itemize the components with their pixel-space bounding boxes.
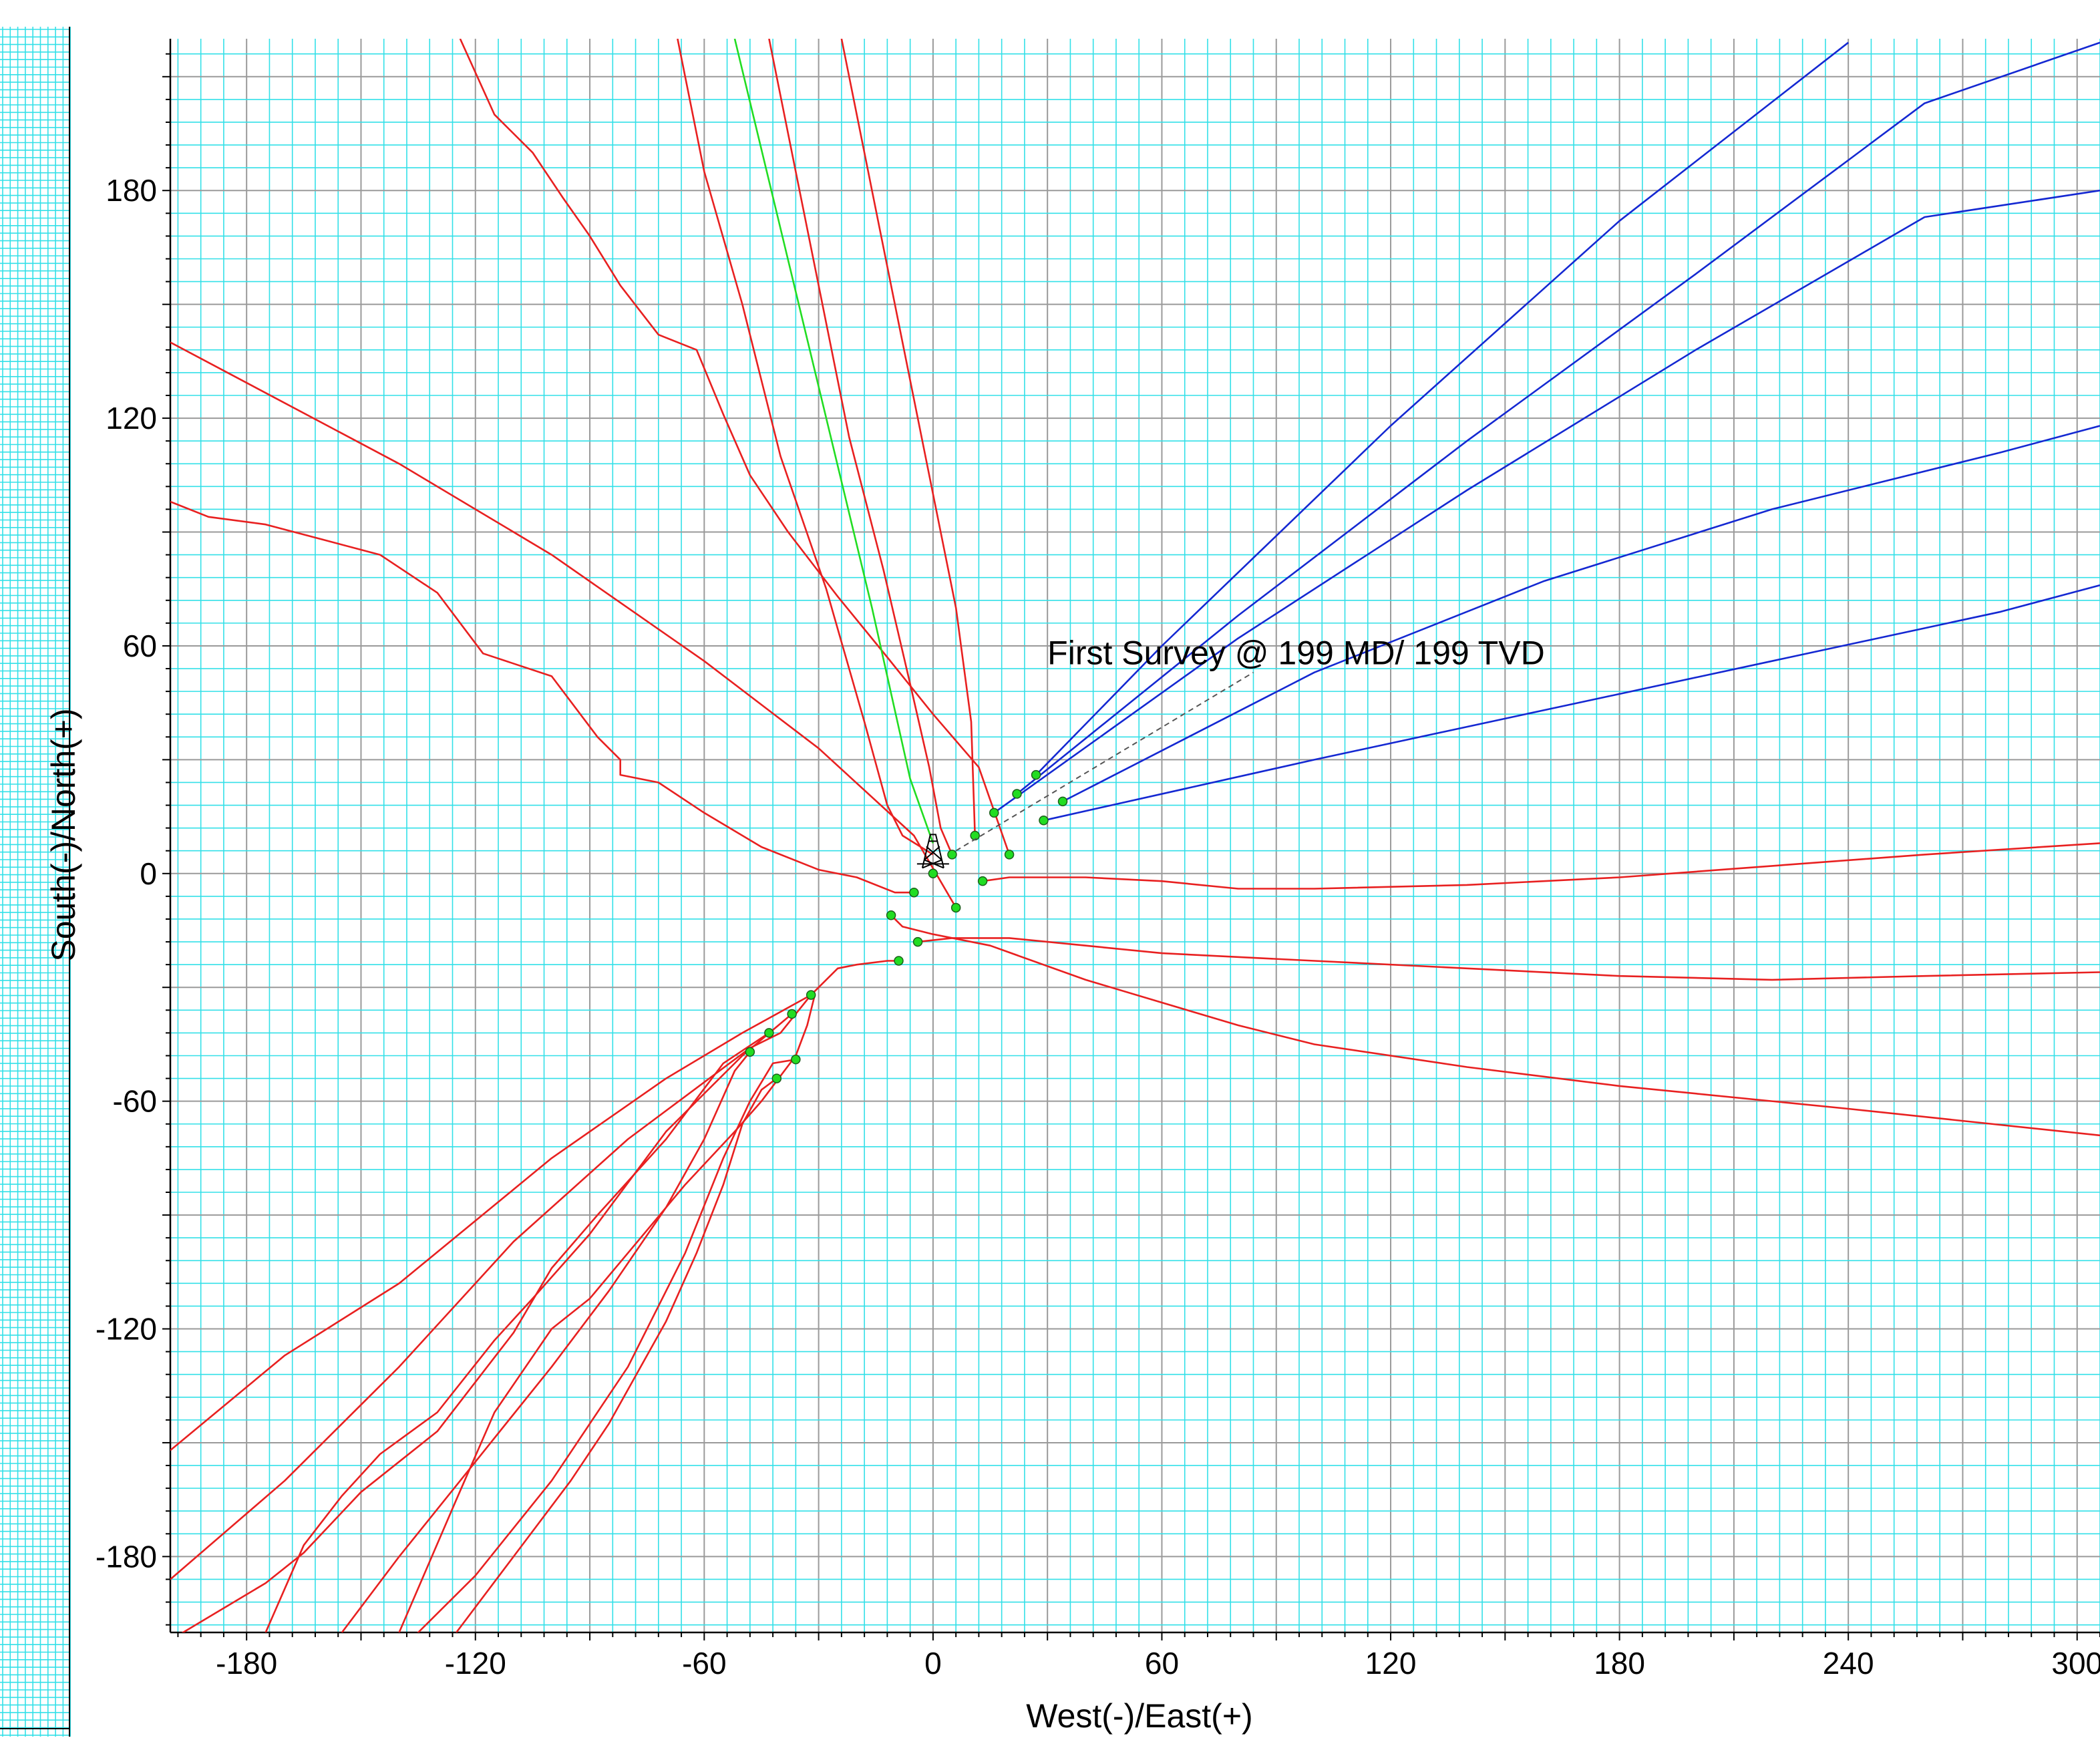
y-tick-label: 120 — [106, 401, 157, 435]
blue-well-path — [1043, 584, 2100, 822]
survey-point-marker — [1031, 769, 1041, 780]
green-well-path — [733, 39, 934, 844]
red-well-path — [840, 39, 976, 836]
well-paths — [170, 39, 2100, 1632]
survey-point-marker — [787, 1009, 797, 1019]
red-well-path — [982, 842, 2100, 890]
annotation-leader-line — [955, 671, 1254, 852]
survey-point-marker — [806, 990, 816, 1000]
red-well-path — [265, 1013, 793, 1632]
blue-well-path — [1035, 41, 1849, 776]
survey-point-marker — [1004, 850, 1015, 860]
survey-point-marker — [950, 902, 961, 913]
plot-background — [170, 39, 2100, 1632]
red-well-path — [181, 1032, 770, 1632]
red-well-path — [768, 39, 953, 855]
axes — [162, 39, 2100, 1640]
blue-well-path — [1062, 425, 2100, 803]
survey-point-marker — [928, 868, 938, 879]
x-tick-label: 120 — [1365, 1646, 1417, 1681]
wellhead-rig-icon — [916, 834, 949, 869]
y-tick-label: 180 — [106, 173, 157, 208]
left-overview-grid — [0, 27, 71, 1737]
rig-derrick-icon — [916, 834, 949, 869]
plot-grid — [170, 39, 2100, 1632]
x-tick-label: -60 — [682, 1646, 726, 1681]
red-well-path — [677, 39, 934, 856]
blue-well-path — [993, 189, 2100, 814]
red-well-path — [170, 341, 957, 908]
x-tick-label: 240 — [1823, 1646, 1874, 1681]
survey-point-marker — [977, 876, 988, 886]
red-well-path — [456, 1077, 777, 1632]
y-tick-label: 0 — [140, 856, 157, 891]
y-tick-label: 60 — [123, 629, 157, 663]
red-well-path — [890, 914, 2100, 1137]
x-tick-label: -180 — [216, 1646, 277, 1681]
survey-point-marker — [1057, 796, 1068, 807]
red-well-path — [398, 995, 816, 1632]
survey-point-marker — [745, 1047, 755, 1057]
red-well-path — [917, 937, 2100, 981]
x-tick-label: 180 — [1594, 1646, 1645, 1681]
tick-labels: -180 -120 -60 0 60 120 180 240 300 180 120 60 0 -60 -1… — [96, 173, 2100, 1681]
survey-point-marker — [1039, 816, 1049, 826]
y-tick-label: -120 — [96, 1312, 157, 1347]
survey-point-marker — [912, 936, 923, 947]
y-axis-title: South(-)/North(+) — [45, 708, 82, 961]
survey-point-marker — [1012, 789, 1022, 799]
y-tick-label: -180 — [96, 1539, 157, 1574]
red-well-path — [417, 1058, 796, 1632]
blue-well-path — [1016, 41, 2100, 795]
annotation: First Survey @ 199 MD/ 199 TVD — [955, 634, 1545, 852]
x-tick-label: 60 — [1145, 1646, 1179, 1681]
x-tick-label: 0 — [924, 1646, 942, 1681]
survey-point-marker — [894, 956, 904, 966]
x-tick-label: -120 — [445, 1646, 506, 1681]
x-axis-title: West(-)/East(+) — [1026, 1697, 1252, 1735]
annotation-text: First Survey @ 199 MD/ 199 TVD — [1047, 634, 1545, 671]
x-tick-label: 300 — [2051, 1646, 2100, 1681]
red-well-path — [341, 1051, 751, 1632]
survey-point-marker — [791, 1054, 801, 1065]
survey-point-marker — [909, 887, 919, 898]
survey-point-marker — [886, 910, 896, 920]
red-well-path — [170, 960, 899, 1451]
red-well-path — [170, 500, 914, 894]
survey-point-marker — [947, 850, 957, 860]
survey-point-marker — [771, 1073, 782, 1083]
survey-point-marker — [764, 1028, 774, 1038]
y-tick-label: -60 — [113, 1084, 157, 1119]
red-well-path — [170, 994, 812, 1580]
survey-point-marker — [989, 808, 999, 818]
survey-markers — [745, 769, 1068, 1083]
